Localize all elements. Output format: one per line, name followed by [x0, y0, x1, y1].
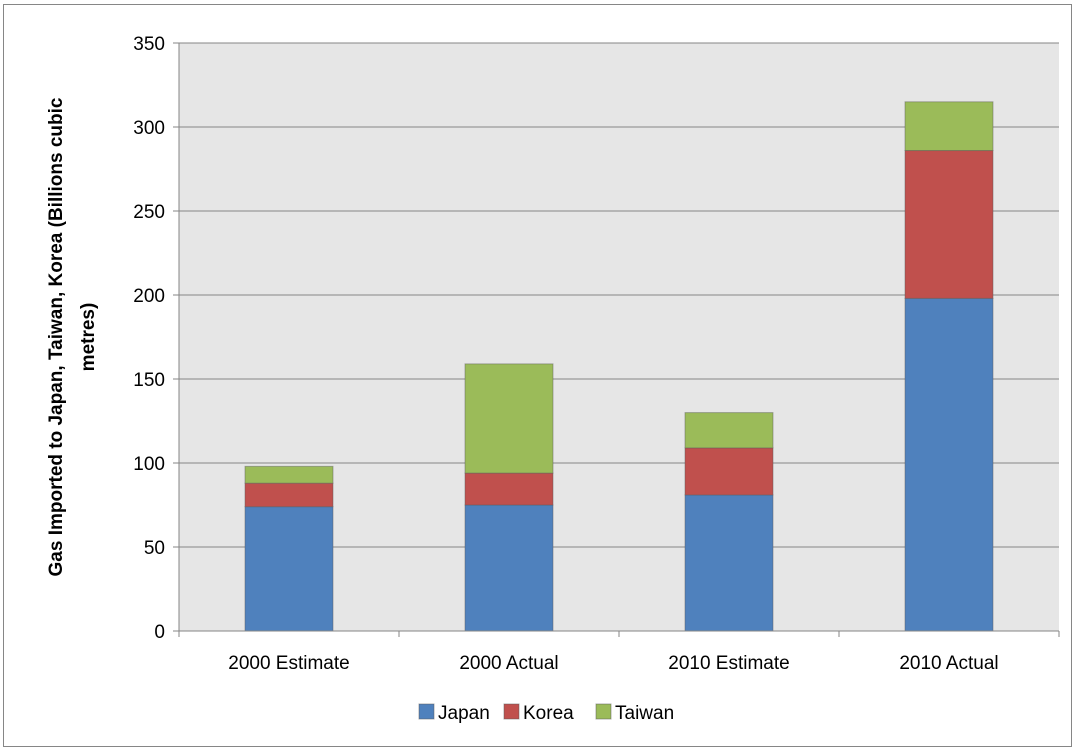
y-axis-title-line-1: Gas Imported to Japan, Taiwan, Korea (Bi… [46, 97, 67, 576]
legend-swatch-korea [503, 703, 520, 720]
legend-label: Taiwan [615, 703, 674, 724]
y-tick-label: 100 [133, 454, 165, 475]
legend-label: Korea [523, 703, 574, 724]
y-tick-label: 300 [133, 118, 165, 139]
x-tick-labels: 2000 Estimate 2000 Actual 2010 Estimate 201… [228, 653, 998, 674]
bar-korea-3 [904, 150, 994, 299]
y-tick-label: 0 [154, 622, 165, 643]
bar-taiwan-2 [684, 412, 774, 449]
bars [244, 101, 994, 632]
bar-japan-2 [684, 494, 774, 632]
bar-japan-3 [904, 297, 994, 632]
bar-japan-0 [244, 506, 334, 632]
y-tick-label: 50 [144, 538, 165, 559]
legend-swatch-japan [418, 703, 435, 720]
bar-korea-0 [244, 482, 334, 508]
bar-taiwan-3 [904, 101, 994, 152]
bar-korea-1 [464, 472, 554, 506]
y-tick-label: 200 [133, 286, 165, 307]
y-tick-label: 250 [133, 202, 165, 223]
x-tick-label: 2000 Actual [459, 653, 558, 674]
legend: Japan Korea Taiwan [418, 703, 674, 724]
bar-korea-2 [684, 447, 774, 496]
bar-taiwan-0 [244, 465, 334, 484]
y-axis-title-line-2: metres) [78, 303, 99, 372]
y-tick-labels: 0 50 100 150 200 250 300 350 [133, 34, 165, 643]
legend-item-taiwan: Taiwan [595, 703, 674, 724]
legend-item-korea: Korea [503, 703, 574, 724]
chart-frame: 0 50 100 150 200 250 300 350 2000 Estimate 2000 … [3, 4, 1072, 747]
legend-item-japan: Japan [418, 703, 490, 724]
bar-taiwan-1 [464, 363, 554, 474]
x-tick-label: 2010 Actual [899, 653, 998, 674]
legend-swatch-taiwan [595, 703, 612, 720]
axes [178, 43, 1059, 632]
x-tick-label: 2010 Estimate [668, 653, 789, 674]
legend-label: Japan [438, 703, 490, 724]
y-tick-label: 350 [133, 34, 165, 55]
bar-japan-1 [464, 504, 554, 632]
y-tick-label: 150 [133, 370, 165, 391]
x-tick-label: 2000 Estimate [228, 653, 349, 674]
y-axis-title: Gas Imported to Japan, Taiwan, Korea (Bi… [46, 97, 99, 576]
